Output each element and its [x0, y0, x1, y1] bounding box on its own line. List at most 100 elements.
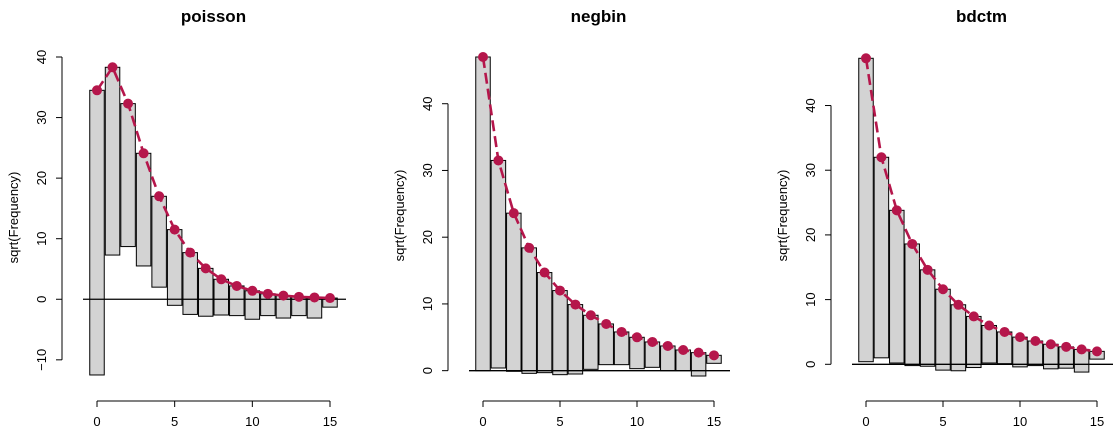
expected-point: [585, 310, 596, 321]
x-tick-label: 0: [93, 414, 100, 429]
y-tick-label: 40: [34, 50, 49, 64]
expected-point: [539, 267, 550, 278]
expected-point: [678, 344, 689, 355]
x-tick-label: 10: [630, 414, 644, 429]
y-axis-label: sqrt(Frequency): [6, 172, 21, 264]
y-tick-label: 10: [34, 231, 49, 245]
y-tick-label: 40: [803, 98, 818, 112]
y-tick-label: 10: [420, 297, 435, 311]
expected-point: [154, 191, 165, 202]
y-tick-label: 0: [420, 367, 435, 374]
rootogram-bar: [475, 56, 491, 372]
expected-point: [169, 224, 180, 235]
rootogram-bar: [966, 315, 982, 369]
expected-point: [1061, 341, 1072, 352]
expected-point: [693, 347, 704, 358]
y-tick-label: 40: [420, 96, 435, 110]
rootogram-bar: [935, 288, 951, 371]
expected-point: [92, 85, 102, 96]
x-tick-label: 5: [556, 414, 563, 429]
expected-point: [876, 152, 887, 163]
panel-title: poisson: [181, 7, 246, 26]
y-tick-label: 0: [803, 361, 818, 368]
y-tick-label: 30: [420, 163, 435, 177]
expected-point: [601, 318, 612, 329]
rootogram-bar: [521, 247, 537, 374]
rootogram-bar: [552, 290, 568, 376]
expected-point: [123, 98, 134, 109]
rootogram-bar: [858, 57, 874, 363]
rootogram-bar: [889, 209, 905, 364]
expected-point: [185, 247, 196, 258]
rootogram-bar: [873, 156, 890, 359]
rootogram-bar: [904, 243, 920, 367]
x-tick-label: 10: [245, 414, 259, 429]
expected-point: [647, 336, 658, 347]
x-tick-label: 10: [1013, 414, 1027, 429]
expected-point: [216, 274, 227, 285]
expected-point: [662, 340, 673, 351]
rootogram-bar: [89, 89, 105, 376]
expected-point: [508, 208, 519, 219]
rootogram-bar: [583, 314, 599, 370]
expected-point: [309, 292, 320, 303]
y-tick-label: −10: [34, 349, 49, 371]
rootogram-bar: [166, 229, 183, 306]
expected-point: [493, 155, 504, 166]
expected-point: [953, 299, 964, 310]
y-tick-label: 20: [34, 171, 49, 185]
rootogram-bar: [182, 252, 198, 315]
expected-point: [107, 62, 118, 73]
expected-point: [907, 238, 918, 249]
x-tick-label: 15: [707, 414, 721, 429]
panel-poisson: poisson sqrt(Frequency) 0 5 10 15 −10 0 10 20 30 40: [6, 7, 346, 429]
expected-point: [1015, 332, 1025, 343]
y-tick-label: 30: [803, 163, 818, 177]
expected-point: [293, 291, 304, 302]
x-tick-label: 15: [1090, 414, 1104, 429]
expected-point: [231, 280, 242, 291]
expected-point: [247, 285, 258, 296]
expected-point: [616, 326, 627, 337]
rootogram-bar: [506, 212, 522, 372]
expected-point: [891, 205, 902, 216]
x-tick-label: 5: [939, 414, 946, 429]
rootogram-bar: [104, 66, 121, 256]
y-axis-label: sqrt(Frequency): [392, 170, 407, 262]
x-tick-label: 5: [171, 414, 178, 429]
panel-negbin: negbin sqrt(Frequency) 0 5 10 15 0 10 20 30 40: [392, 7, 730, 429]
rootogram-bar: [567, 304, 584, 375]
expected-point: [570, 299, 581, 310]
expected-frequency-line: [864, 58, 1098, 353]
y-tick-label: 20: [420, 230, 435, 244]
expected-point: [325, 293, 335, 304]
expected-point: [861, 53, 871, 64]
panel-title: negbin: [571, 7, 627, 26]
rootogram-bar: [919, 269, 936, 367]
expected-frequency-line: [95, 65, 331, 300]
expected-point: [262, 288, 273, 299]
expected-point: [999, 326, 1010, 337]
x-tick-label: 15: [323, 414, 337, 429]
rootogram-bar: [981, 324, 997, 364]
y-tick-label: 20: [803, 228, 818, 242]
rootogram-bar: [950, 304, 967, 372]
expected-point: [138, 148, 149, 159]
expected-point: [922, 264, 933, 275]
rootogram-bar: [213, 278, 230, 316]
expected-point: [1092, 346, 1102, 357]
rootogram-bar: [536, 272, 553, 374]
expected-point: [1076, 344, 1087, 355]
expected-point: [632, 332, 642, 343]
rootogram-bar: [120, 103, 136, 248]
expected-point: [984, 320, 995, 331]
expected-point: [524, 242, 535, 253]
x-tick-label: 0: [479, 414, 486, 429]
panel-title: bdctm: [956, 7, 1007, 26]
expected-point: [555, 285, 565, 296]
y-tick-label: 0: [34, 296, 49, 303]
expected-point: [478, 52, 488, 62]
panel-bdctm: bdctm sqrt(Frequency) 0 5 10 15 0 10 20 30 40: [775, 7, 1113, 429]
expected-point: [278, 290, 289, 301]
